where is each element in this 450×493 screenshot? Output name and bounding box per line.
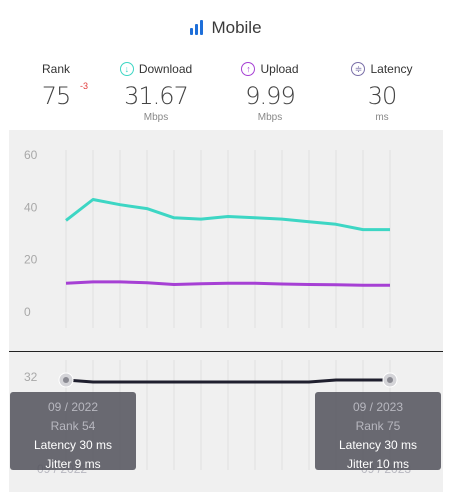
latency-series-line [65,378,390,384]
tooltip-left: 09 / 2022 Rank 54 Latency 30 ms Jitter 9… [10,392,136,471]
upload-label: Upload [260,62,299,76]
y-tick-label: 60 [24,148,38,162]
upload-arrow-icon: ↑ [241,62,256,76]
signal-bars-icon [190,20,205,40]
latency-y-tick: 32 [24,370,38,384]
range-handle-dot [387,377,393,383]
tooltip-rank: Rank 54 [50,419,96,433]
tooltip-latency: Latency 30 ms [33,438,113,452]
rank-delta: -3 [80,81,89,91]
y-tick-label: 0 [24,305,31,319]
y-tick-label: 20 [24,253,38,267]
download-metric: ↓ Download 31.67 Mbps [101,62,211,123]
metrics-header: Mobile Rank 75 -3 ↓ Download 31.67 Mbps … [9,8,443,130]
download-label: Download [138,62,193,76]
y-tick-label: 40 [24,200,38,214]
chart-divider [9,351,443,352]
latency-metric: ≑ Latency 30 ms [327,62,437,123]
tooltip-latency: Latency 30 ms [338,438,418,452]
tooltip-right: 09 / 2023 Rank 75 Latency 30 ms Jitter 1… [315,392,441,471]
rank-metric: Rank 75 [1,62,111,110]
latency-value: 30 [367,82,398,110]
upload-unit: Mbps [257,112,283,123]
latency-unit: ms [375,112,389,123]
tooltip-jitter: Jitter 9 ms [45,457,101,471]
upload-metric: ↑ Upload 9.99 Mbps [215,62,325,123]
tooltip-jitter: Jitter 10 ms [346,457,409,471]
rank-value: 75 [41,82,72,110]
upload-value: 9.99 [245,82,295,110]
tooltip-rank: Rank 75 [355,419,401,433]
download-unit: Mbps [143,112,169,123]
latency-icon: ≑ [351,62,366,76]
download-arrow-icon: ↓ [119,62,134,76]
rank-label: Rank [41,62,70,76]
title-text: Mobile [211,18,262,37]
range-handle-dot [63,377,69,383]
card-title: Mobile [9,18,443,40]
upload-series-line [65,280,390,287]
download-series-line [65,198,390,232]
download-value: 31.67 [124,82,189,110]
tooltip-date: 09 / 2023 [352,400,404,414]
latency-label: Latency [370,62,413,76]
tooltip-date: 09 / 2022 [47,400,99,414]
